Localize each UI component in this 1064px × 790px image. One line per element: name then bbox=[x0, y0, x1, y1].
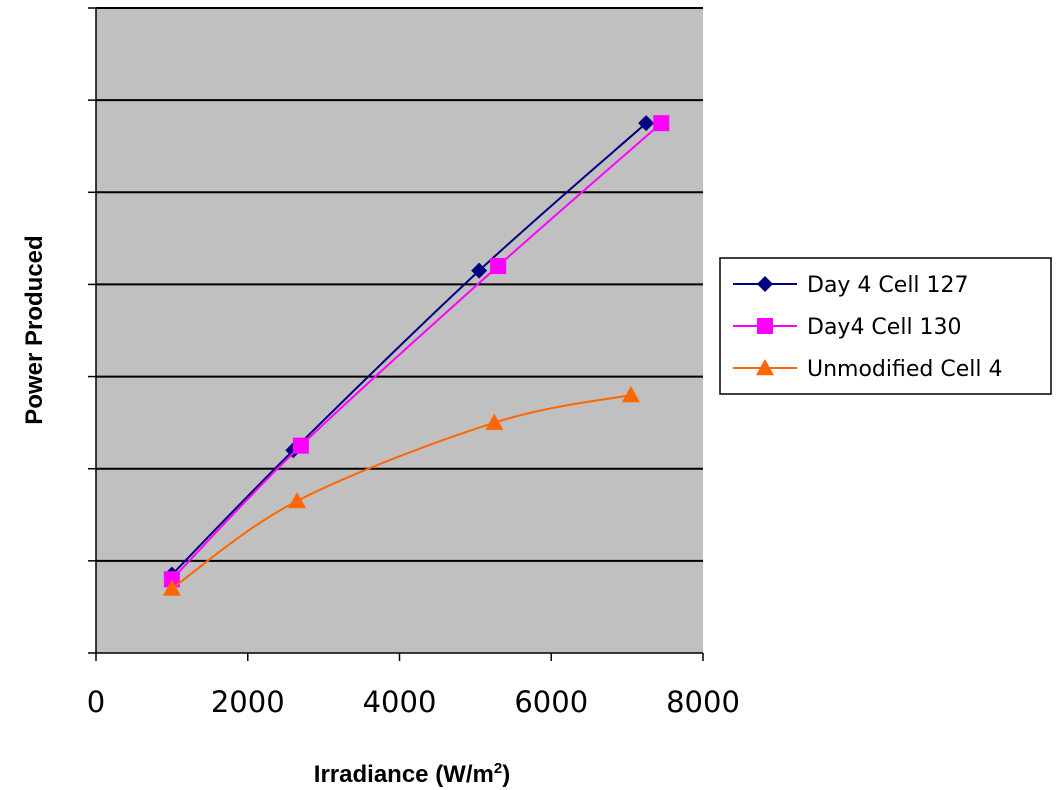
axes bbox=[88, 7, 704, 661]
series-layer bbox=[162, 115, 670, 596]
x-tick-label: 8000 bbox=[666, 685, 740, 719]
legend: Day 4 Cell 127 Day4 Cell 130 Unmodified Ce… bbox=[719, 257, 1052, 395]
legend-label: Unmodified Cell 4 bbox=[807, 357, 1002, 382]
x-axis-title-close: ) bbox=[502, 761, 510, 788]
gridlines bbox=[96, 7, 703, 562]
x-tick-label: 4000 bbox=[363, 685, 437, 719]
y-axis-title: Power Produced bbox=[21, 235, 48, 424]
data-point bbox=[621, 386, 640, 403]
data-point bbox=[288, 491, 307, 509]
data-point bbox=[638, 115, 655, 132]
legend-label: Day 4 Cell 127 bbox=[807, 273, 969, 298]
data-point bbox=[490, 258, 507, 274]
legend-entry: Day 4 Cell 127 bbox=[733, 273, 969, 298]
x-axis-title: Irradiance (W/m2) bbox=[314, 760, 510, 788]
legend-label: Day4 Cell 130 bbox=[807, 315, 962, 340]
data-point bbox=[292, 437, 309, 454]
x-tick-label: 0 bbox=[87, 685, 105, 719]
x-tick-label: 6000 bbox=[514, 685, 588, 719]
series-line bbox=[171, 394, 632, 590]
data-point bbox=[653, 115, 670, 132]
data-point bbox=[485, 413, 504, 430]
legend-marker bbox=[757, 318, 773, 334]
legend-marker bbox=[757, 276, 773, 292]
data-point bbox=[471, 262, 488, 279]
legend-entry: Unmodified Cell 4 bbox=[733, 357, 1002, 382]
data-point bbox=[162, 579, 181, 596]
x-axis-title-main: Irradiance (W/m bbox=[314, 761, 494, 788]
series-line bbox=[171, 122, 662, 580]
series-unmodified-cell-4 bbox=[162, 386, 640, 596]
plot-area bbox=[96, 8, 703, 653]
series-day4-cell-130 bbox=[163, 115, 670, 588]
series-line bbox=[171, 122, 647, 576]
x-tick-label: 2000 bbox=[211, 685, 285, 719]
legend-marker bbox=[756, 359, 774, 376]
data-point bbox=[163, 571, 180, 588]
legend-entry: Day4 Cell 130 bbox=[733, 315, 962, 340]
x-axis-title-superscript: 2 bbox=[494, 760, 502, 777]
x-tick-labels: 0 2000 4000 6000 8000 bbox=[87, 685, 740, 719]
